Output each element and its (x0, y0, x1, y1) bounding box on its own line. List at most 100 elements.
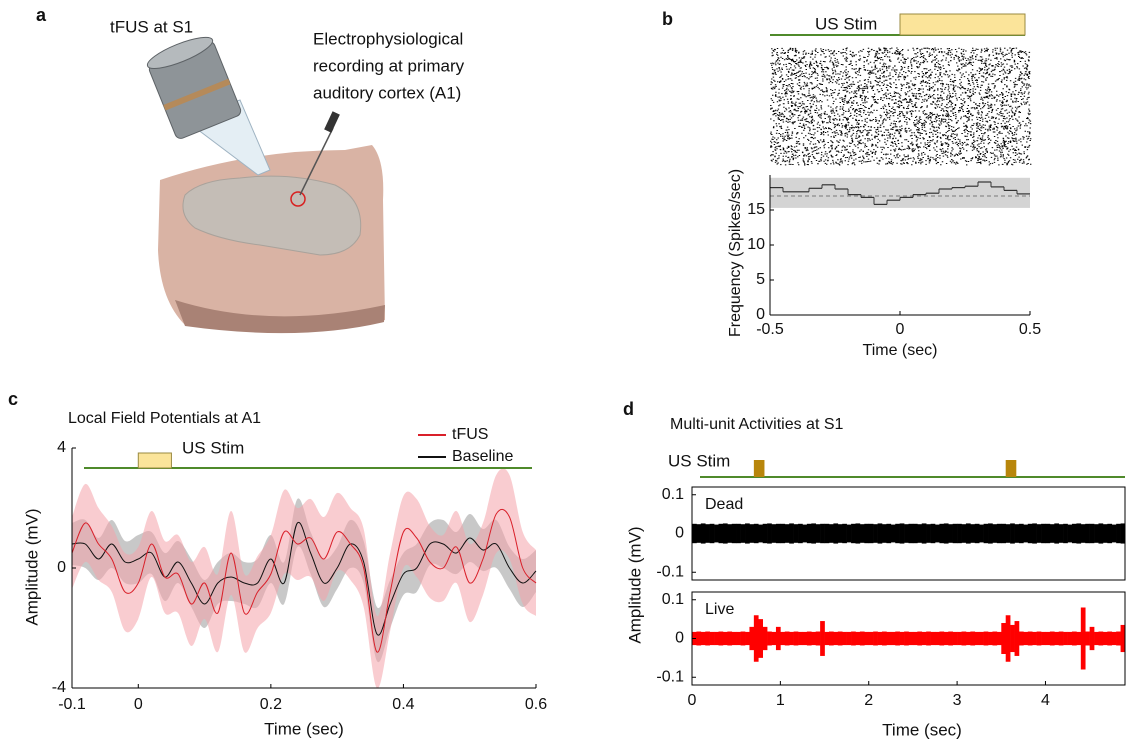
x-tick-label: 0 (134, 696, 143, 713)
y-tick-label: -0.1 (656, 563, 684, 580)
trace-envelope (939, 631, 945, 646)
stim-label: US Stim (815, 14, 877, 33)
trace-envelope (745, 631, 750, 646)
y-tick-label: 0 (57, 559, 66, 576)
trace-envelope (1102, 524, 1108, 543)
trace-envelope (815, 524, 821, 543)
trace-envelope (789, 631, 794, 646)
trace-envelope (1120, 523, 1126, 544)
trace-envelope (802, 524, 808, 543)
trace-envelope (700, 631, 706, 646)
trace-envelope (979, 631, 984, 646)
trace-envelope (824, 631, 830, 646)
y-tick-label: 0 (675, 525, 684, 542)
trace-envelope (793, 524, 799, 543)
transducer-top (146, 36, 214, 69)
trace-envelope (988, 523, 993, 544)
trace-envelope (1023, 631, 1029, 646)
trace-envelope (740, 524, 746, 543)
trace-envelope (775, 626, 781, 651)
trace-envelope (1036, 631, 1042, 646)
trace-envelope (908, 631, 914, 646)
trace-envelope (842, 631, 847, 646)
trace-envelope (714, 524, 719, 543)
trace-envelope (1018, 523, 1024, 544)
panel-label: c (8, 389, 18, 409)
trace-envelope (1045, 523, 1051, 544)
trace-envelope (992, 631, 998, 646)
trace-envelope (1063, 631, 1068, 646)
x-tick-label: -0.1 (58, 696, 86, 713)
illustration: a tFUS at S1 Electrophysiological record… (36, 5, 465, 334)
trace-envelope (1005, 615, 1011, 662)
trace-envelope (1032, 631, 1037, 646)
trace-envelope (793, 631, 799, 646)
trace-envelope (1098, 631, 1104, 646)
trace-envelope (753, 523, 759, 544)
trace-envelope (1049, 631, 1055, 646)
trace-envelope (1116, 523, 1121, 544)
trace-envelope (815, 631, 821, 646)
trace-envelope (820, 621, 825, 656)
trace-envelope (1067, 631, 1073, 646)
trace-envelope (1001, 623, 1007, 654)
x-axis-label: Time (sec) (264, 719, 344, 738)
trace-envelope (736, 631, 741, 646)
trace-envelope (890, 524, 896, 543)
trace-envelope (961, 524, 967, 543)
electrode-head (324, 111, 340, 133)
y-tick-label: 0 (756, 306, 765, 323)
trace-envelope (727, 524, 733, 543)
trace-envelope (961, 631, 967, 646)
trace-envelope (727, 631, 733, 646)
trace-envelope (828, 524, 834, 543)
recording-label: Electrophysiological (313, 29, 463, 48)
legend-label: tFUS (452, 426, 488, 443)
trace-envelope (828, 631, 834, 646)
trace-envelope (1107, 631, 1113, 646)
trace-envelope (1089, 523, 1095, 544)
raster (770, 47, 1032, 166)
trace-envelope (824, 523, 830, 544)
y-tick-label: 4 (57, 439, 66, 456)
trace-envelope (1041, 523, 1046, 544)
brain (182, 175, 362, 256)
trace-envelope (767, 523, 772, 544)
trace-envelope (877, 631, 883, 646)
trace-envelope (1054, 631, 1060, 646)
x-axis-label: Time (sec) (863, 342, 938, 359)
trace-envelope (1076, 523, 1082, 544)
trace-envelope (1045, 631, 1051, 646)
trace-envelope (930, 523, 936, 544)
trace-envelope (1010, 624, 1015, 653)
recording-label: auditory cortex (A1) (313, 83, 461, 102)
trace-envelope (1071, 631, 1077, 646)
y-axis-label: Amplitude (mV) (22, 508, 41, 625)
trace-envelope (890, 631, 896, 646)
y-tick-label: 0 (675, 630, 684, 647)
trace-envelope (988, 631, 993, 646)
trace-envelope (731, 631, 737, 646)
trace-envelope (736, 523, 741, 544)
y-axis-label: Frequency (Spikes/sec) (727, 169, 744, 337)
trace-envelope (1014, 524, 1020, 543)
y-tick-label: 0.1 (662, 591, 684, 608)
electrode (299, 127, 334, 196)
stim-box (753, 460, 765, 477)
stim-label: US Stim (668, 451, 730, 470)
trace-envelope (1010, 523, 1015, 544)
trace-envelope (1054, 523, 1060, 544)
x-tick-label: 4 (1041, 692, 1050, 709)
trace-envelope (886, 523, 892, 544)
x-tick-label: 0 (688, 692, 697, 709)
trace-envelope (1058, 631, 1064, 646)
trace-envelope (722, 631, 728, 646)
trace-envelope (780, 523, 786, 544)
stim-box (137, 452, 172, 469)
transducer-label: tFUS at S1 (110, 17, 193, 36)
trace-envelope (917, 631, 923, 646)
trace-envelope (948, 524, 953, 543)
trace-envelope (771, 524, 777, 543)
trace-envelope (895, 523, 900, 544)
trace-envelope (842, 523, 847, 544)
